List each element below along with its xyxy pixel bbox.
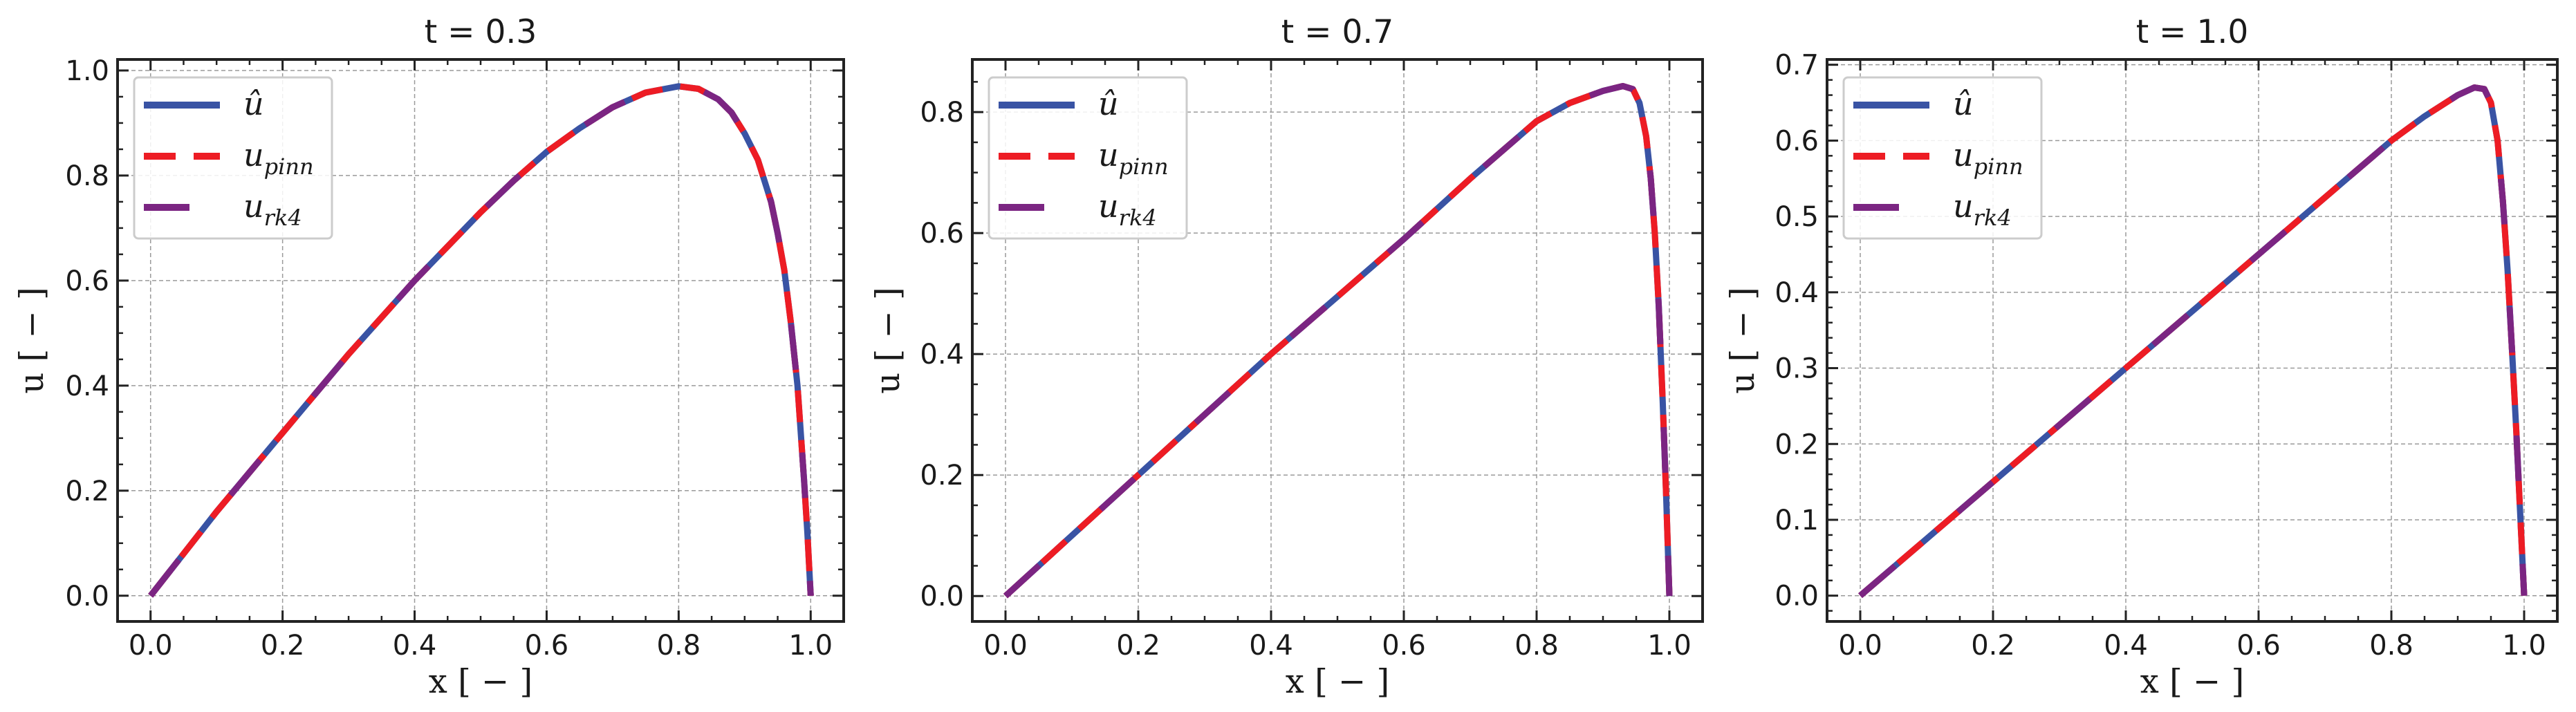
subplot-title: t = 1.0 [2136,13,2248,51]
y-tick-label: 0.2 [920,460,964,491]
legend-label-base: u [243,136,264,174]
y-tick-label: 0.7 [1775,50,1819,82]
subplot-2: 0.0 0.2 0.4 0.6 0.8 1.0 0.0 0.2 0.4 0.6 0.8 t = 0.7… [869,13,1704,701]
x-tick-label: 0.4 [1249,630,1293,662]
legend-label: upinn [1098,136,1169,180]
subplot-3: 0.0 0.2 0.4 0.6 0.8 1.0 0.0 0.1 0.2 0.3 0.4 0.5 0.6 0… [1723,13,2559,701]
y-tick-label: 0.2 [65,476,109,507]
legend-label-subscript: pinn [264,153,314,180]
y-axis-label: u [ − ] [12,287,51,393]
x-tick-label: 0.0 [1838,630,1882,662]
y-tick-label: 0.0 [1775,581,1819,612]
legend-box [1842,76,2043,240]
y-tick-label: 0.2 [1775,429,1819,460]
legend-label: û [1953,85,1974,122]
legend-label-base: û [1953,85,1974,122]
legend-label-subscript: pinn [1974,153,2023,180]
x-axis-label: x [ − ] [1286,662,1390,701]
legend-label-base: u [1098,136,1119,174]
y-tick-label: 0.4 [920,339,964,371]
legend-box [988,76,1188,240]
axes-frame [971,58,1704,623]
x-tick-label: 1.0 [788,630,833,662]
x-tick-label: 0.8 [1514,630,1559,662]
x-tick-label: 0.0 [983,630,1028,662]
axes-frame [1826,58,2559,623]
legend-label-base: u [243,187,264,225]
legend-label-base: u [1953,187,1974,225]
x-tick-label: 0.8 [657,630,701,662]
legend-label: urk4 [1098,187,1157,231]
legend-label: urk4 [1953,187,2012,231]
x-tick-label: 0.4 [2104,630,2148,662]
y-tick-label: 0.6 [920,218,964,250]
legend-label-subscript: pinn [1119,153,1169,180]
series-line-urk4 [1858,84,2528,599]
x-tick-label: 0.8 [2369,630,2413,662]
y-axis-label: u [ − ] [869,287,907,393]
legend-label: urk4 [243,187,302,231]
series-line-urk4 [1003,83,1673,599]
y-tick-label: 1.0 [65,55,109,87]
y-tick-label: 0.0 [920,581,964,612]
x-tick-label: 0.2 [1116,630,1160,662]
y-tick-label: 0.0 [65,581,109,612]
legend-label-base: û [243,85,264,122]
y-tick-label: 0.5 [1775,201,1819,233]
legend-label: upinn [243,136,314,180]
subplot-title: t = 0.3 [425,13,537,51]
x-tick-label: 0.6 [1382,630,1426,662]
x-tick-label: 1.0 [1647,630,1692,662]
y-tick-label: 0.1 [1775,505,1819,536]
x-axis-label: x [ − ] [429,662,533,701]
legend-label: û [1098,85,1119,122]
y-tick-label: 0.8 [65,160,109,192]
y-tick-label: 0.6 [65,265,109,297]
legend-label-subscript: rk4 [264,205,302,231]
x-tick-label: 0.2 [1971,630,2015,662]
legend-label-subscript: rk4 [1974,205,2012,231]
legend-box [133,76,333,240]
legend-label-base: u [1953,136,1974,174]
subplot-title: t = 0.7 [1281,13,1393,51]
legend-label-base: u [1098,187,1119,225]
subplot-1: 0.0 0.2 0.4 0.6 0.8 1.0 0.0 0.2 0.4 0.6 0.8 1.0 t = … [12,13,845,701]
legend-label: upinn [1953,136,2023,180]
x-tick-label: 0.6 [525,630,569,662]
legend-label-subscript: rk4 [1119,205,1157,231]
y-tick-label: 0.3 [1775,353,1819,385]
x-axis-label: x [ − ] [2140,662,2245,701]
x-tick-label: 0.4 [393,630,437,662]
legend-label-base: û [1098,85,1119,122]
x-tick-label: 1.0 [2502,630,2546,662]
y-tick-label: 0.6 [1775,125,1819,157]
legend-label: û [243,85,264,122]
y-tick-label: 0.8 [920,97,964,129]
y-axis-label: u [ − ] [1723,287,1762,393]
x-tick-label: 0.2 [261,630,305,662]
axes-frame [116,58,845,623]
x-tick-label: 0.0 [129,630,173,662]
x-tick-label: 0.6 [2236,630,2281,662]
series-line-upinn [148,83,814,598]
y-tick-label: 0.4 [1775,277,1819,309]
y-tick-label: 0.4 [65,371,109,402]
